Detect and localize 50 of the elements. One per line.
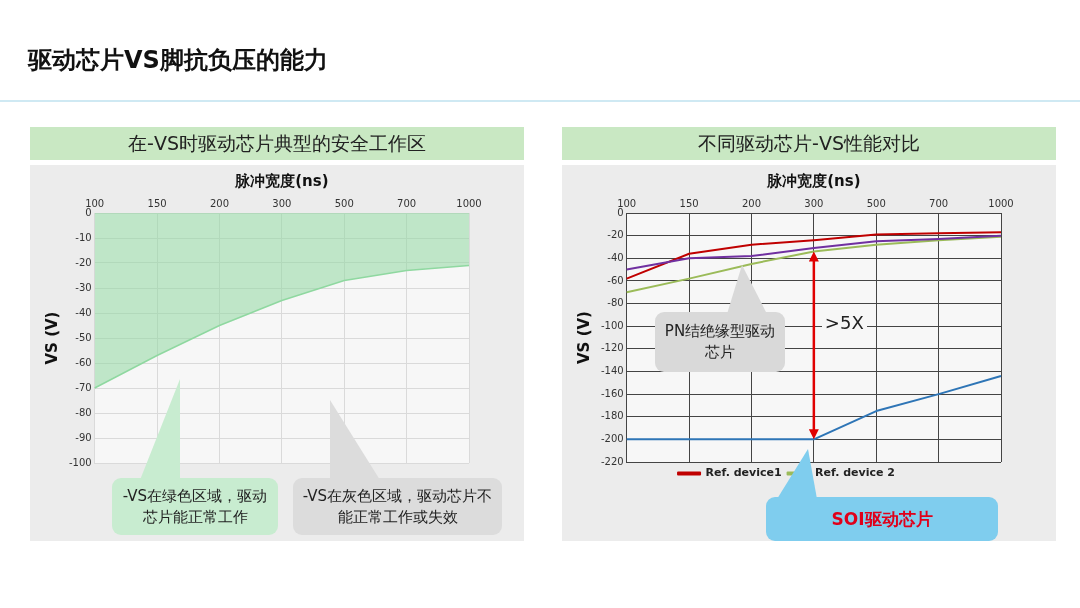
y-tick-label: -100 <box>68 456 92 468</box>
y-tick-label: -20 <box>607 229 624 241</box>
y-tick-label: 0 <box>617 206 624 218</box>
x-tick-label: 700 <box>397 197 417 209</box>
y-tick-label: -60 <box>75 356 92 368</box>
y-tick-label: -180 <box>600 410 624 422</box>
y-tick-label: -60 <box>607 274 624 286</box>
x-axis-title: 脉冲宽度(ns) <box>766 171 861 190</box>
y-tick-label: -40 <box>75 306 92 318</box>
y-tick-label: 0 <box>85 206 92 218</box>
chart-title: 不同驱动芯片-VS性能对比 <box>562 127 1056 160</box>
x-tick-label: 500 <box>866 197 886 209</box>
annotation: >5X <box>821 312 867 334</box>
y-tick-label: -10 <box>75 231 92 243</box>
x-tick-label: 300 <box>272 197 292 209</box>
y-tick-label: -220 <box>600 455 624 467</box>
y-tick-label: -200 <box>600 432 624 444</box>
y-tick-label: -90 <box>75 431 92 443</box>
y-tick-label: -30 <box>75 281 92 293</box>
y-axis-title: VS (V) <box>574 311 593 364</box>
x-tick-label: 1000 <box>988 197 1014 209</box>
x-tick-label: 200 <box>209 197 230 209</box>
legend-label: Ref. device 2 <box>815 466 895 480</box>
speech-bubble: -VS在绿色区域，驱动芯片能正常工作 <box>112 379 278 535</box>
x-tick-label: 150 <box>679 197 699 209</box>
legend-label: Ref. device1 <box>705 466 782 480</box>
x-tick-label: 1000 <box>456 197 482 209</box>
y-axis-title: VS (V) <box>42 311 61 365</box>
y-tick-label: -20 <box>75 256 92 268</box>
x-axis-title: 脉冲宽度(ns) <box>234 171 329 190</box>
chart-subtitle: 在-VS时驱动芯片典型的安全工作区 <box>30 127 524 160</box>
y-tick-label: -80 <box>75 406 92 418</box>
y-tick-label: -120 <box>600 342 624 354</box>
x-tick-label: 150 <box>147 197 167 209</box>
speech-bubble: -VS在灰色区域，驱动芯片不能正常工作或失效 <box>293 400 502 535</box>
x-tick-label: 100 <box>85 197 105 209</box>
y-tick-label: -140 <box>600 365 624 377</box>
chart-title: 驱动芯片VS脚抗负压的能力 <box>28 45 328 76</box>
x-tick-label: 300 <box>804 197 824 209</box>
y-tick-label: -70 <box>75 381 92 393</box>
annotation: PN结绝缘型驱动芯片 <box>655 312 785 372</box>
x-tick-label: 100 <box>617 197 637 209</box>
y-tick-label: -80 <box>607 297 624 309</box>
x-tick-label: 700 <box>929 197 949 209</box>
y-tick-label: -50 <box>75 331 92 343</box>
x-tick-label: 500 <box>334 197 354 209</box>
y-tick-label: -160 <box>600 387 624 399</box>
y-tick-label: -100 <box>600 319 624 331</box>
x-tick-label: 200 <box>741 197 762 209</box>
y-tick-label: -40 <box>607 251 624 263</box>
